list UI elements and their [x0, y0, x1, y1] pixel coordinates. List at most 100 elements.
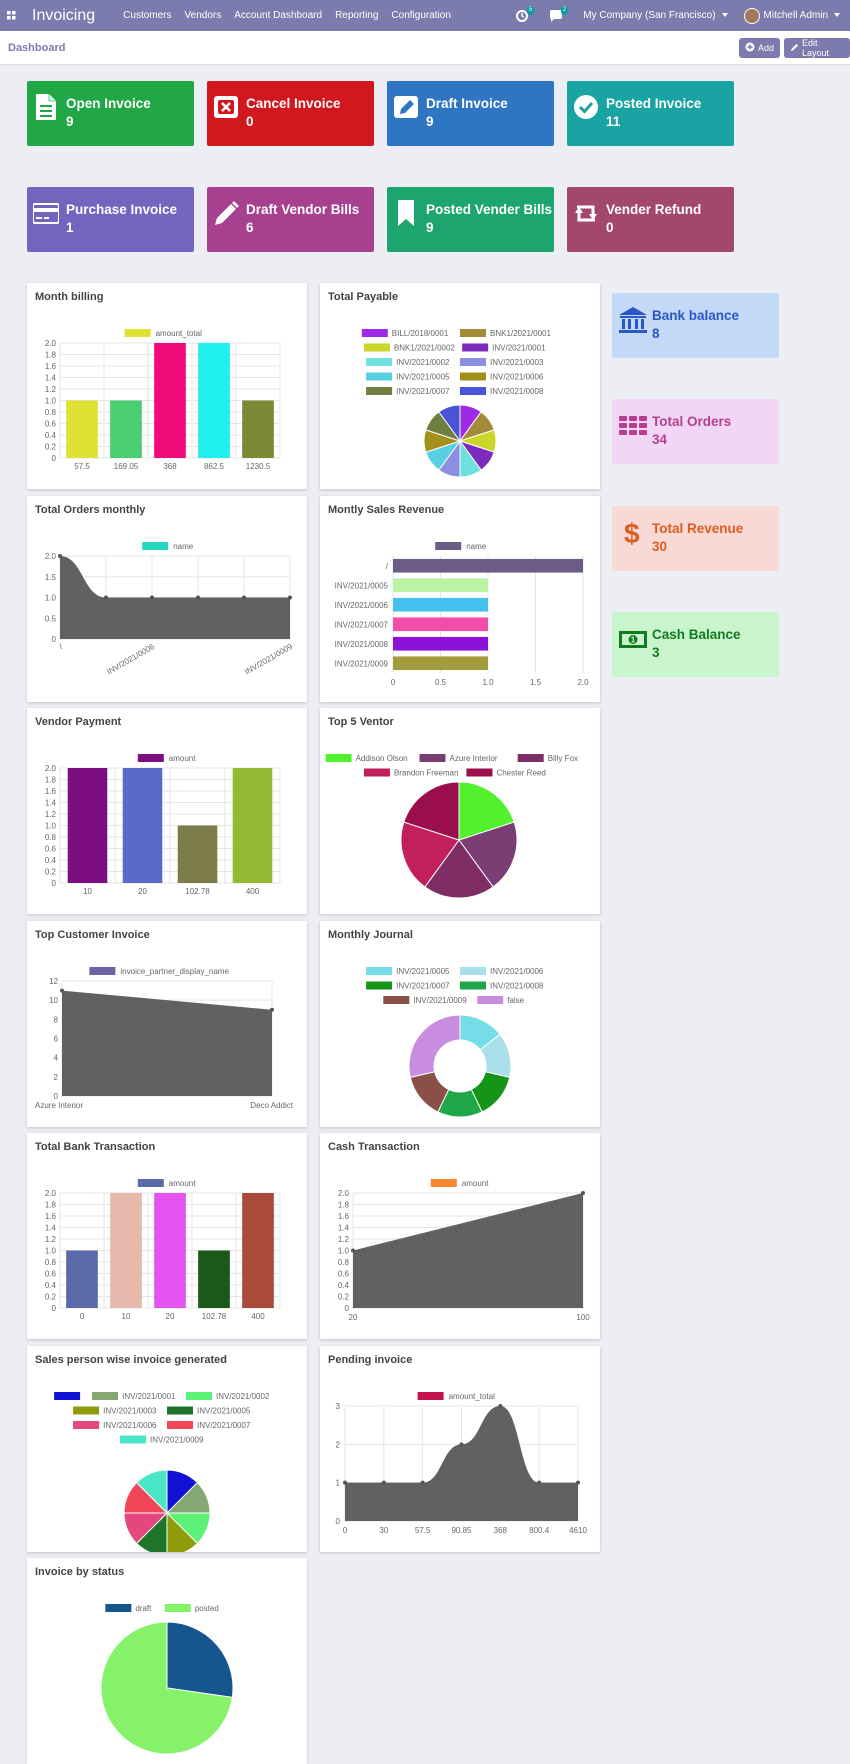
- x-tick-label: 10: [122, 1312, 131, 1321]
- menu-account-dashboard[interactable]: Account Dashboard: [234, 10, 323, 21]
- x-tick-label: 169.05: [114, 462, 139, 471]
- stat-label: Total Revenue: [652, 521, 744, 536]
- y-tick-label: 1.0: [45, 822, 57, 831]
- y-tick-label: 1.8: [45, 351, 57, 360]
- card-cash-transaction: Cash Transaction amount 0 0.2 0.4 0.6 0.8 1.0 1…: [320, 1133, 600, 1339]
- total-bank-transaction-chart: amount 0 0.2 0.4 0.6 0.8 1.0 1.2 1.4 1.6 1.8 2.0 0 10…: [45, 1179, 281, 1321]
- legend-label: INV/2021/0007: [197, 1421, 251, 1430]
- legend-swatch: [186, 1392, 212, 1400]
- pie-slice: [100, 1621, 233, 1755]
- legend-swatch: [460, 358, 486, 366]
- x-tick-label: Deco Addict: [250, 1101, 293, 1110]
- y-tick-label: 2.0: [45, 339, 57, 348]
- tile-open-invoice[interactable]: Open Invoice 9: [27, 81, 194, 146]
- company-switcher[interactable]: My Company (San Francisco): [583, 10, 728, 21]
- legend-swatch: [73, 1406, 100, 1415]
- add-button[interactable]: Add: [739, 38, 781, 58]
- y-tick-label: 0.6: [45, 1270, 57, 1279]
- tile-cancel-invoice[interactable]: Cancel Invoice 0: [207, 81, 374, 146]
- legend-label: name: [173, 542, 194, 551]
- pie-slice: [400, 821, 460, 888]
- plus-circle-icon: [745, 42, 755, 54]
- tile-value: 9: [66, 114, 74, 129]
- legend-swatch: [460, 329, 486, 337]
- card-title: Total Bank Transaction: [35, 1141, 156, 1153]
- y-tick-label: 1.5: [45, 573, 57, 582]
- y-tick-label: 1.2: [45, 385, 57, 394]
- app-title[interactable]: Invoicing: [32, 6, 96, 24]
- bar: [110, 1193, 142, 1308]
- y-tick-label: 0.4: [338, 1281, 350, 1290]
- legend-label: INV/2021/0009: [150, 1436, 204, 1445]
- x-tick-label: Azure Interior: [35, 1101, 83, 1110]
- legend-label: draft: [135, 1604, 152, 1613]
- menu-configuration[interactable]: Configuration: [391, 10, 451, 21]
- breadcrumb[interactable]: Dashboard: [8, 42, 66, 54]
- menu-vendors[interactable]: Vendors: [184, 10, 222, 21]
- y-tick-label: 1.8: [45, 776, 57, 785]
- data-point: [420, 1480, 425, 1485]
- legend-label: name: [466, 542, 487, 551]
- menu-reporting[interactable]: Reporting: [335, 10, 379, 21]
- y-tick-label: 1.8: [338, 1201, 350, 1210]
- tile-posted-invoice[interactable]: Posted Invoice 11: [567, 81, 734, 146]
- data-point: [459, 1442, 464, 1447]
- legend-swatch: [363, 768, 390, 777]
- y-tick-label: 0.8: [338, 1258, 350, 1267]
- edit-layout-button[interactable]: Edit Layout: [784, 38, 850, 58]
- monthly-sales-revenue-chart: name 0 0.5 1.0 1.5 2.0 / INV/2021/0005 INV/2021/…: [335, 542, 589, 687]
- card-title: Total Payable: [328, 291, 399, 303]
- legend-label: INV/2021/0006: [490, 373, 544, 382]
- stat-bank-balance[interactable]: Bank balance 8: [612, 293, 779, 358]
- tile-draft-invoice[interactable]: Draft Invoice 9: [387, 81, 554, 146]
- stat-label: Cash Balance: [652, 627, 741, 642]
- apps-menu-icon[interactable]: [0, 0, 22, 31]
- y-tick-label: 1.0: [45, 1247, 57, 1256]
- legend-swatch: [167, 1406, 193, 1415]
- stat-value: 8: [652, 326, 660, 341]
- tile-value: 11: [606, 114, 621, 129]
- user-menu[interactable]: Mitchell Admin: [764, 10, 840, 21]
- y-tick-label: 0.8: [45, 408, 57, 417]
- legend-swatch: [460, 387, 486, 395]
- monthly-journal-chart: INV/2021/0005 INV/2021/0006 INV/2021/0007 I…: [366, 967, 544, 1118]
- x-tick-label: 400: [251, 1312, 265, 1321]
- legend-swatch: [54, 1392, 81, 1400]
- tile-label: Vender Refund: [606, 202, 702, 217]
- card-title: Sales person wise invoice generated: [35, 1354, 227, 1366]
- area-fill: [62, 990, 272, 1096]
- stat-cash-balance[interactable]: 1 Cash Balance 3: [612, 612, 779, 677]
- legend-label: amount_total: [449, 1392, 495, 1401]
- messages-badge: 2: [560, 5, 569, 15]
- menu-customers[interactable]: Customers: [123, 10, 172, 21]
- tile-vender-refund[interactable]: Vender Refund 0: [567, 187, 734, 252]
- total-orders-monthly-chart: name 0 0.5 1.0 1.5 2.0 / INV/2021/0006 INV/2021/…: [45, 542, 294, 676]
- tile-draft-vendor-bills[interactable]: Draft Vendor Bills 6: [207, 187, 374, 252]
- dollar-icon: $: [618, 518, 648, 549]
- tile-posted-vender-bills[interactable]: Posted Vender Bills 9: [387, 187, 554, 252]
- legend-swatch: [164, 1604, 191, 1612]
- stat-value: 34: [652, 432, 668, 447]
- activity-icon[interactable]: 5: [515, 5, 535, 23]
- x-tick-label: 1.0: [482, 678, 494, 687]
- avatar[interactable]: [743, 7, 760, 24]
- chat-icon[interactable]: 2: [549, 5, 569, 23]
- stat-total-revenue[interactable]: $ Total Revenue 30: [612, 506, 779, 571]
- x-tick-label: 0.5: [435, 678, 447, 687]
- data-point: [576, 1480, 580, 1485]
- y-tick-label: INV/2021/0006: [335, 601, 389, 610]
- stat-total-orders[interactable]: Total Orders 34: [612, 399, 779, 464]
- tile-purchase-invoice[interactable]: Purchase Invoice 1: [27, 187, 194, 252]
- y-tick-label: 2.0: [45, 764, 57, 773]
- tile-value: 0: [246, 114, 254, 129]
- bar: [110, 400, 142, 458]
- data-point: [60, 988, 64, 993]
- legend-swatch: [366, 967, 393, 975]
- y-tick-label: 10: [49, 996, 58, 1005]
- legend-label: amount: [169, 754, 196, 763]
- activity-badge: 5: [526, 5, 535, 15]
- bar: [154, 1193, 186, 1308]
- legend-label: Addison Olson: [356, 754, 408, 763]
